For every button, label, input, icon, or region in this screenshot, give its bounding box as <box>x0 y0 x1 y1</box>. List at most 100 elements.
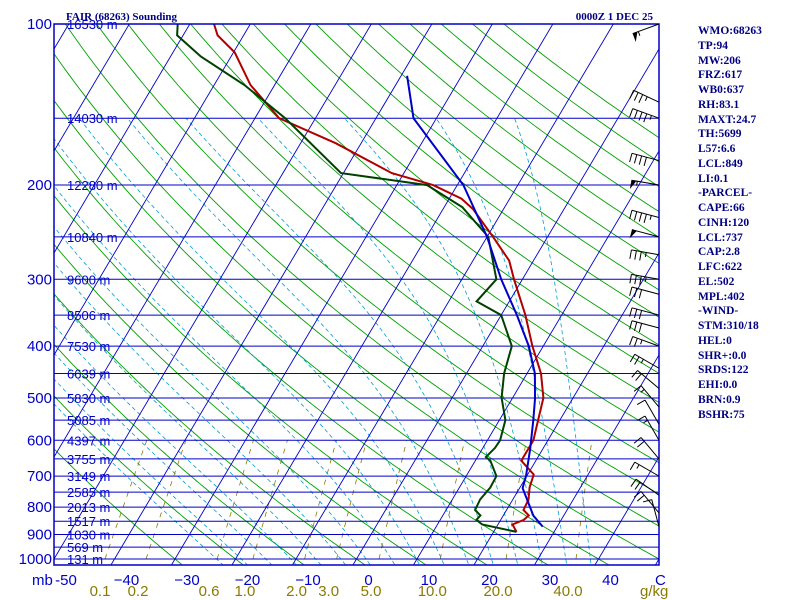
dry-adiabat <box>54 448 184 565</box>
wind-barb <box>629 307 660 320</box>
barb-staff <box>631 286 660 295</box>
barb-feather <box>633 211 638 221</box>
barb-feather <box>629 307 633 317</box>
barb-feather <box>636 399 646 405</box>
wind-barb <box>636 399 660 425</box>
height-label: 6639 m <box>67 366 110 381</box>
barb-feather <box>629 320 633 330</box>
mixing-ratio-label: 40.0 <box>553 583 582 600</box>
barb-feather <box>635 373 642 381</box>
wind-barb <box>642 499 660 527</box>
barb-feather <box>629 353 636 363</box>
pressure-tick-label: 100 <box>27 16 52 33</box>
dry-adiabat <box>252 24 659 346</box>
barb-feather <box>643 113 648 123</box>
index-item: EL:502 <box>698 275 735 288</box>
barb-feather <box>638 323 643 333</box>
index-item: SHR+:0.0 <box>698 349 747 362</box>
barb-feather <box>629 108 634 118</box>
barb-feather <box>633 92 639 101</box>
wind-barb <box>629 89 660 103</box>
height-label: 3755 m <box>67 452 110 467</box>
wind-barb <box>629 286 660 299</box>
dry-adiabat <box>54 343 305 565</box>
mixing-ratio-unit-label: g/kg <box>640 583 668 600</box>
wind-barbs <box>629 23 660 527</box>
height-label: 131 m <box>67 552 103 567</box>
isotherm <box>412 150 659 565</box>
height-label: 8506 m <box>67 308 110 323</box>
barb-feather <box>637 494 645 502</box>
index-item: HEL:0 <box>698 334 732 347</box>
barb-half-feather <box>649 215 652 220</box>
pressure-tick-label: 600 <box>27 432 52 449</box>
isotherm <box>291 24 614 565</box>
mixing-ratio-label: 0.2 <box>128 583 149 600</box>
pressure-tick-label: 500 <box>27 390 52 407</box>
barb-pennant <box>632 31 638 43</box>
stability-indices-panel: WMO:68263 TP:94 MW:206 FRZ:617 WB0:637 RH:83.… <box>698 24 798 422</box>
dry-adiabat <box>64 24 659 527</box>
temperature-profile <box>213 24 545 533</box>
barb-pennant <box>629 229 637 239</box>
height-label: 12280 m <box>67 178 118 193</box>
wind-barb <box>629 320 660 333</box>
barb-feather <box>638 310 643 320</box>
barb-feather <box>633 338 638 347</box>
chart-title: FAIR (68263) Sounding <box>66 11 178 23</box>
dry-adiabat <box>315 24 659 291</box>
barb-staff <box>640 437 660 460</box>
height-label: 1517 m <box>67 514 110 529</box>
mixing-ratio-label: 1.0 <box>234 583 255 600</box>
barb-feather <box>636 415 646 421</box>
mixing-ratio-label: 20.0 <box>483 583 512 600</box>
barb-feather <box>629 210 633 220</box>
dry-adiabat <box>221 24 659 374</box>
barb-staff <box>631 320 660 329</box>
wind-barb <box>629 273 660 286</box>
barb-feather <box>638 289 643 299</box>
pressure-tick-label: 300 <box>27 271 52 288</box>
height-label: 569 m <box>67 540 103 555</box>
pressure-tick-label: 200 <box>27 177 52 194</box>
wind-barb <box>636 415 660 441</box>
barb-pennant <box>629 180 637 190</box>
barb-feather <box>638 111 643 121</box>
wind-barb <box>629 249 660 261</box>
index-item: WB0:637 <box>698 84 744 96</box>
height-label: 3149 m <box>67 469 110 484</box>
pressure-tick-label: 900 <box>27 527 52 544</box>
dry-adiabat <box>54 194 488 565</box>
pressure-unit-label: mb <box>32 572 53 589</box>
wind-barb <box>629 336 660 347</box>
barb-feather <box>633 437 642 444</box>
isotherm <box>54 24 251 356</box>
index-item: L57:6.6 <box>698 143 736 155</box>
wind-barb <box>629 353 660 369</box>
height-label: 16530 m <box>67 17 118 32</box>
barb-feather <box>633 110 638 119</box>
barb-feather <box>633 385 642 392</box>
index-item: CAPE:66 <box>698 202 745 214</box>
height-label: 1030 m <box>67 528 110 543</box>
barb-feather <box>629 249 632 259</box>
height-label: 2013 m <box>67 500 110 515</box>
index-item: MAXT:24.7 <box>698 113 757 126</box>
isotherm <box>170 24 493 565</box>
index-item: -WIND- <box>698 305 739 318</box>
temperature-tick-label: 30 <box>542 572 559 589</box>
pressure-tick-label: 400 <box>27 338 52 355</box>
barb-half-feather <box>640 358 644 364</box>
barb-staff <box>637 370 660 389</box>
chart-datetime: 0000Z 1 DEC 25 <box>576 11 654 23</box>
dry-adiabat <box>284 24 659 318</box>
index-item: LI:0.1 <box>698 172 729 185</box>
height-label: 5830 m <box>67 391 110 406</box>
index-item: WMO:68263 <box>698 25 762 37</box>
barb-feather <box>633 321 638 331</box>
wind-barb <box>629 229 660 239</box>
plot-frame <box>53 23 660 566</box>
barb-half-feather <box>643 419 648 424</box>
